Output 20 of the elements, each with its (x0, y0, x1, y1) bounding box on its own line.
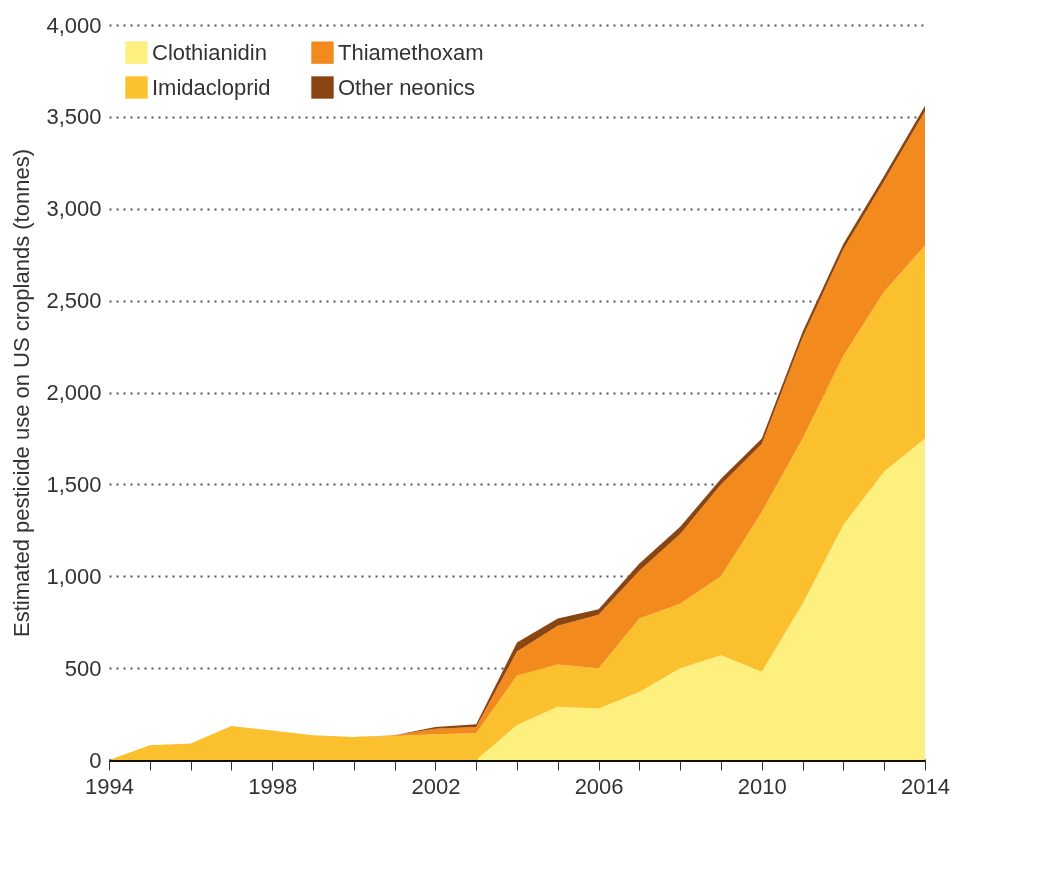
y-tick-label: 3,000 (46, 196, 102, 222)
x-tick-label: 1998 (248, 773, 298, 799)
y-tick-label: 1,000 (46, 563, 102, 589)
y-tick-label: 4,000 (46, 12, 102, 38)
x-tick-label: 2014 (901, 773, 950, 799)
y-tick-label: 3,500 (46, 104, 102, 130)
y-tick-label: 2,500 (46, 288, 102, 314)
y-tick-label: 0 (89, 747, 102, 773)
x-tick-label: 2002 (411, 773, 461, 799)
legend-label: Clothianidin (152, 39, 267, 65)
x-tick-label: 2010 (737, 773, 787, 799)
legend-label: Thiamethoxam (338, 39, 484, 65)
y-tick-label: 2,000 (46, 380, 102, 405)
x-tick-label: 1994 (85, 773, 134, 799)
legend-label: Imidacloprid (152, 74, 271, 100)
x-tick-label: 2006 (574, 773, 624, 799)
legend-label: Other neonics (338, 74, 475, 100)
y-tick-label: 1,500 (46, 471, 102, 497)
y-axis-title: Estimated pesticide use on US croplands (tonnes) (9, 149, 35, 637)
y-tick-label: 500 (64, 655, 102, 681)
